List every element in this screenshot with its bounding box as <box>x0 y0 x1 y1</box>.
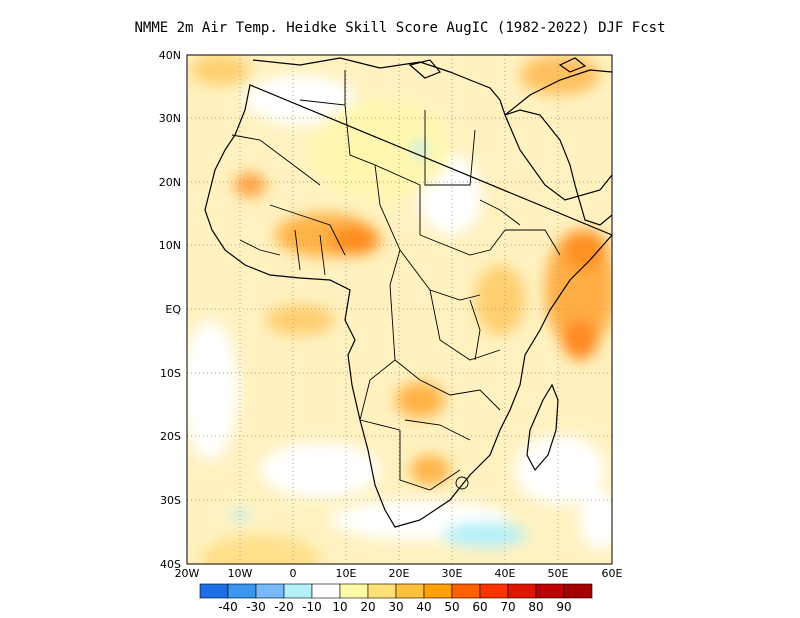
colorbar-swatch <box>507 583 537 599</box>
lon-tick-label: 60E <box>602 567 623 580</box>
map-frame <box>186 54 613 565</box>
lon-tick-label: 20W <box>175 567 200 580</box>
colorbar-swatch <box>255 583 285 599</box>
colorbar-swatch <box>479 583 509 599</box>
lat-tick-label: EQ <box>165 303 181 316</box>
chart-title: NMME 2m Air Temp. Heidke Skill Score Aug… <box>134 20 666 36</box>
lon-axis: 20W 10W 0 10E 20E 30E 40E 50E 60E <box>175 567 623 580</box>
shaded-field <box>187 55 612 564</box>
colorbar-swatch <box>535 583 565 599</box>
lat-tick-label: 30S <box>160 494 181 507</box>
colorbar-swatch <box>563 583 593 599</box>
colorbar-swatch <box>451 583 481 599</box>
lat-tick-label: 20N <box>159 176 181 189</box>
colorbar-swatch <box>367 583 397 599</box>
colorbar-label: 30 <box>388 600 403 614</box>
colorbar-swatch <box>227 583 257 599</box>
colorbar-label: 20 <box>360 600 375 614</box>
colorbar-label: 50 <box>444 600 459 614</box>
lon-tick-label: 30E <box>442 567 463 580</box>
colorbar-swatch <box>395 583 425 599</box>
coastlines <box>204 57 612 528</box>
colorbar-swatch <box>311 583 341 599</box>
lon-tick-label: 0 <box>290 567 297 580</box>
grid-lines <box>187 55 612 564</box>
lon-tick-label: 10E <box>336 567 357 580</box>
colorbar-swatch <box>339 583 369 599</box>
lat-axis: 40N 30N 20N 10N EQ 10S 20S 30S 40S <box>159 49 182 571</box>
colorbar-label: -20 <box>274 600 294 614</box>
colorbar: -40 -30 -20 -10 10 20 30 40 50 60 70 80 90 <box>199 583 593 614</box>
colorbar-label: -40 <box>218 600 238 614</box>
lon-tick-label: 20E <box>389 567 410 580</box>
lat-tick-label: 40N <box>159 49 181 62</box>
country-borders <box>231 70 561 491</box>
lat-tick-label: 40S <box>160 558 181 571</box>
colorbar-label: -10 <box>302 600 322 614</box>
lat-tick-label: 30N <box>159 112 181 125</box>
lon-tick-label: 50E <box>548 567 569 580</box>
colorbar-label: -30 <box>246 600 266 614</box>
colorbar-label: 40 <box>416 600 431 614</box>
colorbar-label: 80 <box>528 600 543 614</box>
colorbar-swatch <box>423 583 453 599</box>
colorbar-label: 60 <box>472 600 487 614</box>
colorbar-swatch <box>199 583 229 599</box>
lat-tick-label: 20S <box>160 430 181 443</box>
lat-tick-label: 10N <box>159 239 181 252</box>
colorbar-swatch <box>283 583 313 599</box>
lat-tick-label: 10S <box>160 367 181 380</box>
colorbar-label: 10 <box>332 600 347 614</box>
lon-tick-label: 40E <box>495 567 516 580</box>
colorbar-label: 90 <box>556 600 571 614</box>
lon-tick-label: 10W <box>228 567 253 580</box>
colorbar-label: 70 <box>500 600 515 614</box>
